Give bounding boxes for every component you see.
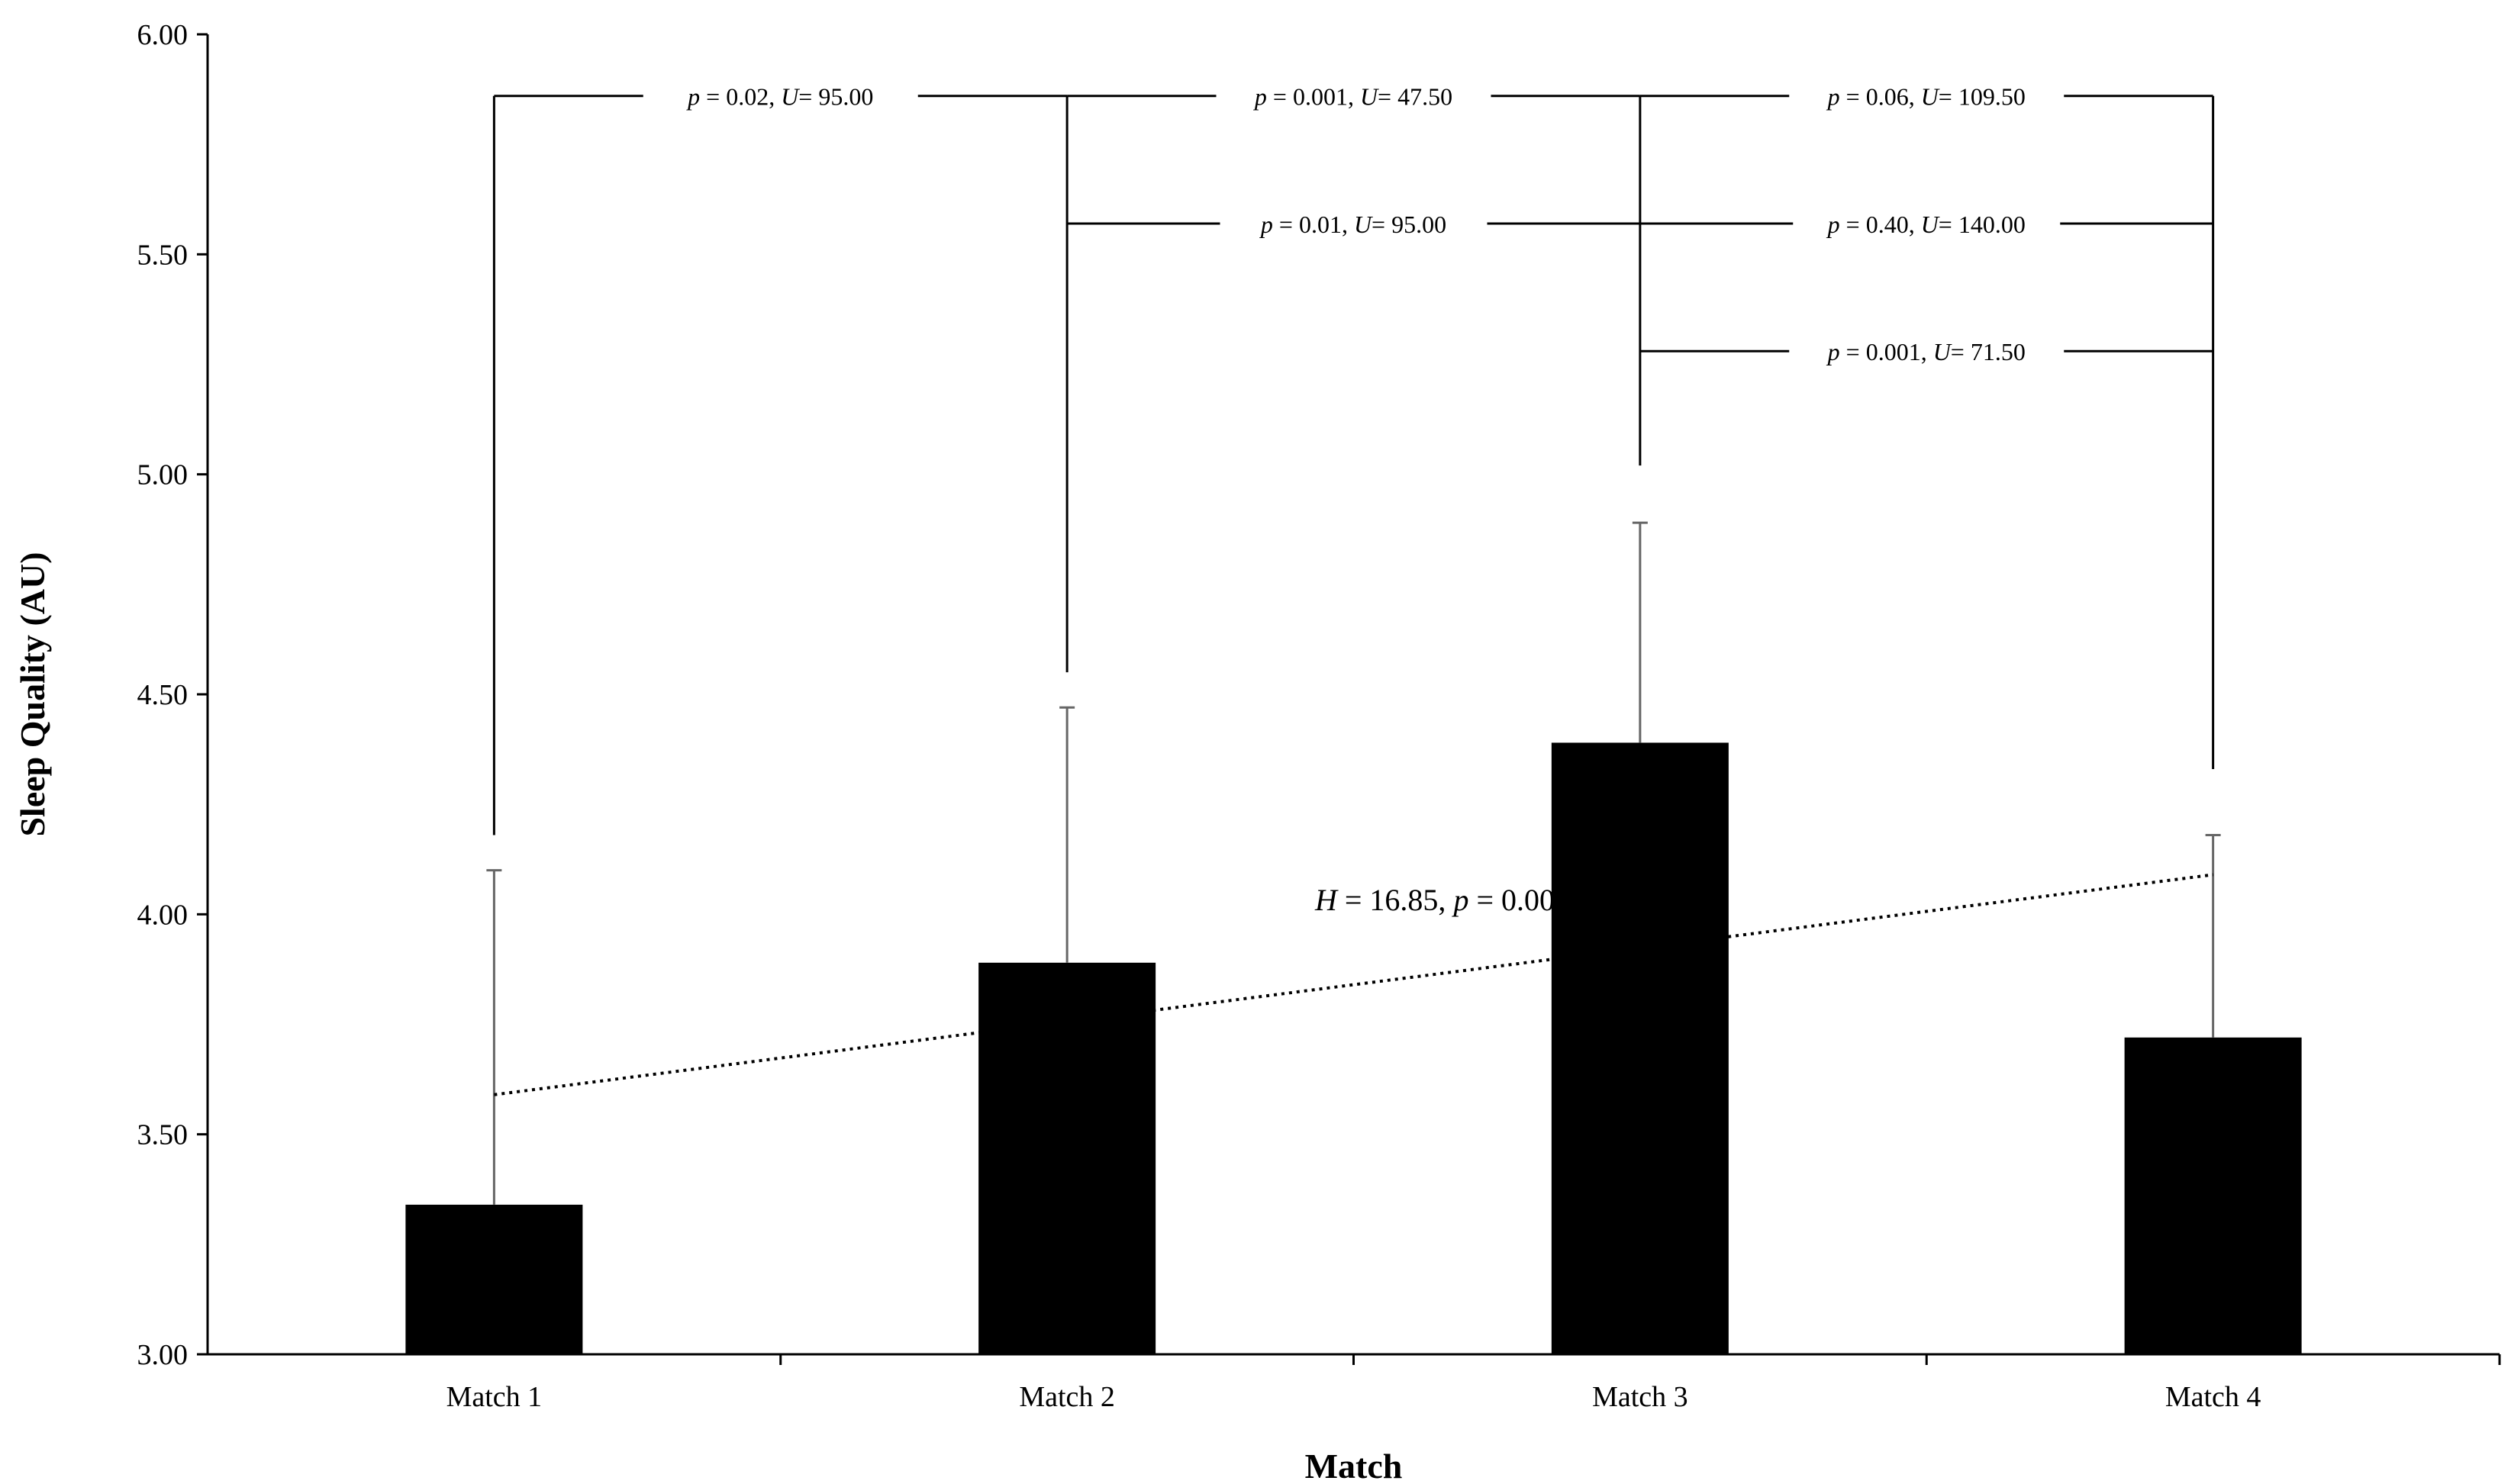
labels: p = 0.02, U= 95.00 p = 0.001, U= 47.50 p =… bbox=[686, 83, 2026, 365]
y-tick-label: 4.00 bbox=[137, 899, 189, 931]
y-axis-title: Sleep Quality (AU) bbox=[13, 552, 52, 836]
y-tick-label: 3.50 bbox=[137, 1119, 189, 1151]
comparison-label: p = 0.001, U= 71.50 bbox=[1826, 338, 2026, 365]
trendline-line bbox=[494, 873, 2213, 1096]
x-tick-label: Match 4 bbox=[2165, 1381, 2261, 1413]
comparison-label: p = 0.01, U= 95.00 bbox=[1259, 211, 1446, 238]
bars bbox=[405, 742, 2302, 1354]
axes: 3.00 3.50 4.00 4.50 5.00 5.50 6.00 Match 1 Match… bbox=[13, 19, 2501, 1484]
bar bbox=[405, 1204, 583, 1354]
comparison-brackets bbox=[492, 95, 2215, 835]
y-tick-label: 5.50 bbox=[137, 239, 189, 271]
x-tick-label: Match 1 bbox=[446, 1381, 543, 1413]
bar bbox=[978, 962, 1156, 1354]
x-axis-title: Match bbox=[1305, 1447, 1403, 1484]
comparison-label: p = 0.02, U= 95.00 bbox=[686, 83, 873, 111]
comparison-label: p = 0.40, U= 140.00 bbox=[1826, 211, 2026, 238]
comparison-label: p = 0.001, U= 47.50 bbox=[1253, 83, 1452, 111]
y-tick-label: 6.00 bbox=[137, 19, 189, 51]
x-tick-label: Match 2 bbox=[1019, 1381, 1115, 1413]
bar bbox=[2124, 1037, 2302, 1354]
y-tick-label: 3.00 bbox=[137, 1339, 189, 1371]
y-tick-label: 4.50 bbox=[137, 679, 189, 711]
y-tick-label: 5.00 bbox=[137, 459, 189, 491]
bar bbox=[1551, 742, 1729, 1354]
trendline-label: H = 16.85, p = 0.001 bbox=[1314, 883, 1570, 917]
trendline: H = 16.85, p = 0.001 bbox=[494, 873, 2213, 1096]
x-tick-label: Match 3 bbox=[1592, 1381, 1688, 1413]
comparison-label: p = 0.06, U= 109.50 bbox=[1826, 83, 2026, 111]
error-bars bbox=[486, 521, 2221, 1205]
